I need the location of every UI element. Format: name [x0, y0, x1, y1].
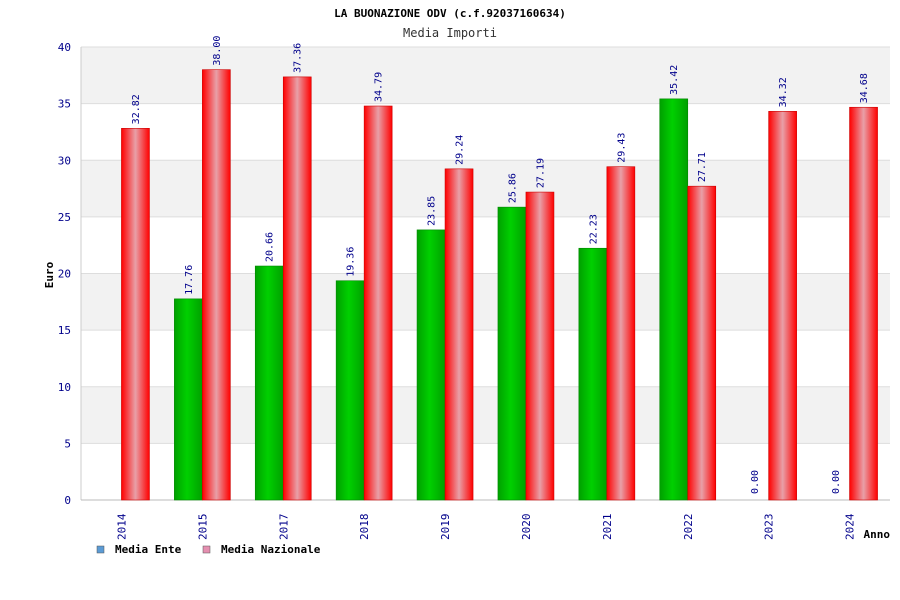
y-axis-label: Euro — [43, 261, 56, 288]
value-label: 35.42 — [669, 65, 680, 95]
x-tick-label: 2017 — [277, 514, 290, 541]
bar-media-nazionale-2015 — [202, 69, 231, 501]
value-label: 23.85 — [427, 196, 438, 226]
bar-media-nazionale-2014 — [121, 128, 150, 501]
bar-media-ente-2022 — [659, 98, 689, 501]
y-tick-label: 15 — [58, 324, 71, 337]
y-tick-label: 40 — [58, 41, 71, 54]
x-axis-label: Anno — [864, 528, 891, 541]
bar-media-nazionale-2023 — [768, 111, 797, 501]
value-label: 37.36 — [293, 43, 304, 73]
value-labels: 32.82 17.76 38.00 20.66 37.36 19.36 34.79 23.85… — [131, 36, 870, 494]
y-tick-label: 10 — [58, 381, 71, 394]
y-axis: 0 5 10 15 20 25 30 35 40 — [58, 41, 71, 507]
bar-media-nazionale-2024 — [849, 106, 878, 501]
value-label: 29.24 — [455, 135, 466, 165]
value-label: 20.66 — [265, 232, 276, 262]
y-tick-label: 0 — [64, 494, 71, 507]
value-label: 34.79 — [374, 72, 385, 102]
value-label: 0.00 — [750, 470, 761, 494]
x-tick-label: 2019 — [439, 514, 452, 541]
bar-media-nazionale-2017 — [282, 76, 312, 501]
chart-subtitle: Media Importi — [403, 26, 497, 40]
value-label: 25.86 — [507, 173, 518, 203]
bar-media-ente-2018 — [335, 280, 365, 501]
value-label: 22.23 — [588, 214, 599, 244]
x-tick-label: 2022 — [682, 514, 695, 541]
value-label: 0.00 — [831, 470, 842, 494]
value-label: 34.32 — [778, 77, 789, 107]
legend-label-media-ente: Media Ente — [115, 543, 182, 556]
value-label: 19.36 — [346, 247, 357, 277]
y-tick-label: 5 — [64, 437, 71, 450]
bar-media-nazionale-2021 — [606, 166, 636, 501]
chart-title: LA BUONAZIONE ODV (c.f.92037160634) — [334, 7, 566, 20]
legend: Media Ente Media Nazionale — [96, 543, 321, 556]
bar-media-ente-2017 — [254, 265, 284, 501]
bar-media-nazionale-2018 — [363, 105, 393, 501]
bar-media-ente-2015 — [174, 298, 203, 501]
x-tick-label: 2020 — [520, 514, 533, 541]
value-label: 27.19 — [535, 158, 546, 188]
value-label: 27.71 — [697, 152, 708, 182]
x-tick-label: 2023 — [763, 514, 776, 541]
value-label: 17.76 — [184, 265, 195, 295]
value-label: 34.68 — [859, 73, 870, 103]
value-label: 32.82 — [131, 94, 142, 124]
y-tick-label: 35 — [58, 98, 71, 111]
bar-media-nazionale-2020 — [525, 191, 555, 501]
y-tick-label: 20 — [58, 268, 71, 281]
x-tick-label: 2024 — [844, 513, 857, 540]
y-tick-label: 30 — [58, 154, 71, 167]
x-axis: 2014 2015 2017 2018 2019 2020 2021 2022 2023 2024 — [115, 513, 856, 540]
x-tick-label: 2018 — [358, 514, 371, 541]
value-label: 38.00 — [212, 36, 223, 66]
value-label: 29.43 — [616, 133, 627, 163]
legend-label-media-nazionale: Media Nazionale — [221, 543, 321, 556]
bar-media-nazionale-2022 — [687, 185, 717, 501]
x-tick-label: 2021 — [601, 514, 614, 541]
x-tick-label: 2015 — [196, 514, 209, 541]
bars — [121, 69, 878, 501]
legend-swatch-media-nazionale — [202, 545, 211, 554]
x-tick-label: 2014 — [115, 513, 128, 540]
bar-media-ente-2019 — [416, 229, 446, 501]
legend-swatch-media-ente — [96, 545, 105, 554]
bar-media-nazionale-2019 — [444, 168, 474, 501]
y-tick-label: 25 — [58, 211, 71, 224]
bar-media-ente-2020 — [497, 206, 527, 501]
bar-media-ente-2021 — [578, 247, 608, 501]
